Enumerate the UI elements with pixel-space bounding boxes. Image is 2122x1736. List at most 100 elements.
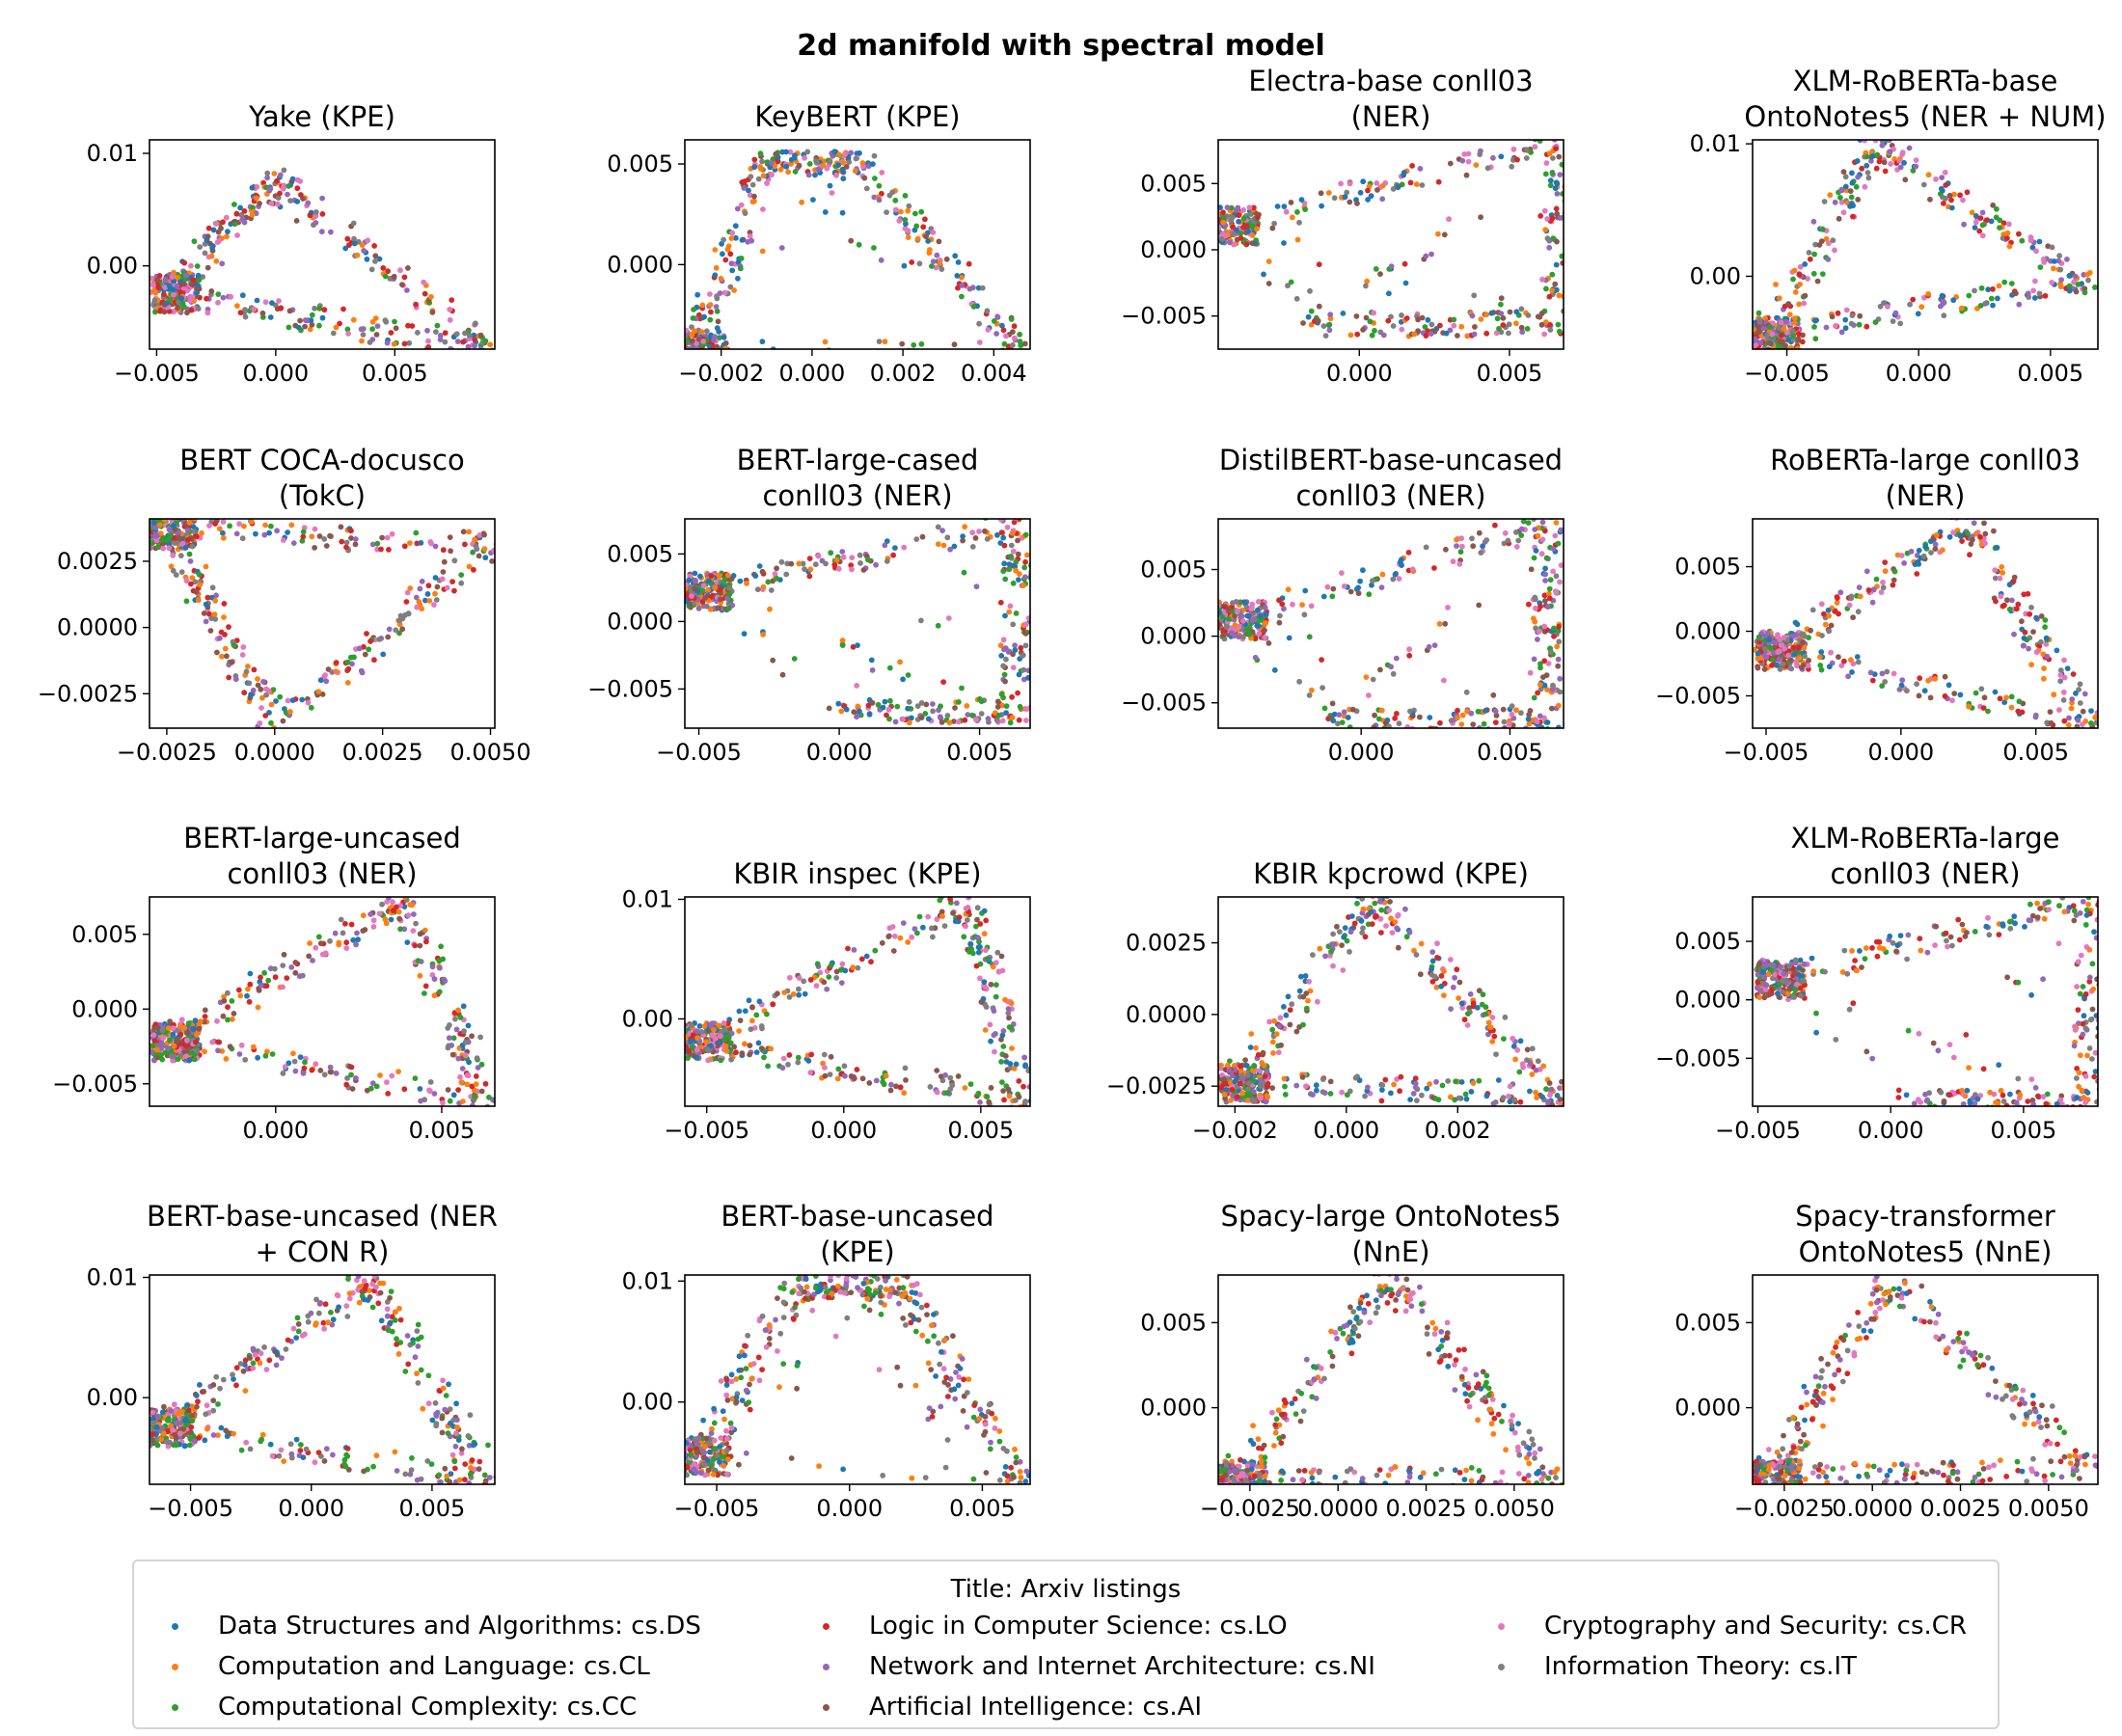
- scatter-point: [446, 1035, 452, 1042]
- scatter-point: [1377, 666, 1383, 673]
- scatter-point: [170, 567, 177, 574]
- scatter-point: [234, 232, 241, 238]
- scatter-point: [269, 300, 275, 306]
- scatter-point: [229, 659, 235, 665]
- scatter-point: [235, 987, 242, 993]
- scatter-point: [1298, 197, 1305, 203]
- scatter-point: [1544, 687, 1550, 692]
- scatter-point: [1377, 730, 1383, 736]
- scatter-point: [258, 974, 263, 981]
- scatter-point: [1019, 352, 1024, 358]
- scatter-point: [372, 258, 378, 264]
- scatter-point: [176, 534, 181, 541]
- scatter-point: [322, 672, 328, 678]
- scatter-point: [2015, 601, 2022, 608]
- scatter-point: [1240, 634, 1246, 640]
- scatter-point: [1022, 531, 1029, 538]
- scatter-point: [2021, 591, 2027, 598]
- scatter-point: [991, 318, 997, 324]
- scatter-point: [1022, 631, 1029, 637]
- scatter-point: [2008, 704, 2015, 711]
- scatter-point: [1002, 645, 1009, 651]
- scatter-point: [1406, 646, 1412, 653]
- scatter-point: [1805, 276, 1810, 282]
- scatter-point: [1566, 291, 1572, 297]
- scatter-point: [1807, 256, 1813, 262]
- scatter-point: [167, 527, 174, 533]
- scatter-point: [1544, 719, 1551, 725]
- scatter-point: [679, 344, 685, 350]
- scatter-point: [1896, 157, 1903, 164]
- scatter-point: [1218, 621, 1222, 628]
- scatter-point: [292, 1068, 299, 1074]
- scatter-point: [934, 252, 940, 258]
- scatter-point: [167, 297, 174, 303]
- scatter-point: [1218, 225, 1222, 231]
- scatter-point: [912, 210, 918, 217]
- scatter-point: [1821, 610, 1827, 617]
- scatter-point: [1849, 170, 1855, 176]
- scatter-point: [1006, 566, 1013, 572]
- scatter-point: [1473, 162, 1480, 169]
- scatter-point: [1498, 153, 1505, 160]
- scatter-point: [1801, 644, 1808, 651]
- scatter-point: [429, 963, 436, 970]
- scatter-point: [455, 1055, 462, 1062]
- scatter-point: [1442, 620, 1449, 627]
- scatter-point: [1823, 235, 1830, 242]
- scatter-point: [2085, 277, 2091, 284]
- scatter-point: [1541, 592, 1548, 599]
- scatter-point: [369, 337, 376, 342]
- scatter-point: [184, 1037, 190, 1044]
- scatter-point: [843, 164, 850, 170]
- scatter-point: [1543, 672, 1550, 678]
- scatter-point: [2011, 574, 2018, 581]
- scatter-point: [158, 537, 165, 543]
- scatter-point: [1755, 310, 1762, 316]
- scatter-point: [1546, 590, 1552, 597]
- scatter-point: [1385, 317, 1392, 324]
- scatter-point: [1017, 339, 1023, 344]
- scatter-point: [1235, 608, 1240, 614]
- scatter-point: [442, 330, 449, 337]
- scatter-point: [1785, 652, 1792, 659]
- scatter-point: [882, 542, 888, 549]
- scatter-point: [929, 263, 935, 269]
- scatter-point: [365, 237, 371, 244]
- scatter-point: [1568, 192, 1574, 198]
- scatter-point: [220, 519, 227, 525]
- scatter-point: [1541, 658, 1548, 665]
- scatter-point: [1556, 153, 1563, 160]
- scatter-point: [254, 297, 260, 304]
- scatter-point: [354, 930, 360, 936]
- scatter-point: [807, 1070, 814, 1075]
- scatter-point: [465, 343, 472, 349]
- scatter-point: [869, 699, 876, 706]
- scatter-point: [242, 1056, 249, 1063]
- scatter-point: [2077, 681, 2083, 688]
- scatter-point: [333, 324, 340, 331]
- scatter-point: [204, 295, 209, 302]
- scatter-point: [842, 150, 849, 157]
- scatter-point: [951, 719, 957, 724]
- scatter-point: [759, 568, 766, 575]
- scatter-point: [2066, 273, 2073, 279]
- scatter-point: [208, 253, 215, 259]
- y-tick-label: 0.005: [1674, 554, 1741, 581]
- scatter-point: [901, 262, 908, 269]
- scatter-point: [806, 556, 813, 561]
- scatter-point: [2042, 292, 2049, 299]
- axes-frame: [1752, 139, 2099, 350]
- scatter-point: [294, 185, 301, 192]
- scatter-point: [1222, 232, 1229, 239]
- scatter-point: [752, 573, 759, 579]
- scatter-point: [1988, 218, 1995, 225]
- scatter-point: [184, 508, 190, 514]
- scatter-point: [459, 1066, 466, 1071]
- scatter-point: [855, 642, 860, 648]
- scatter-point: [1010, 665, 1017, 670]
- scatter-point: [1262, 635, 1268, 641]
- scatter-point: [2064, 257, 2070, 262]
- x-tick-label: 0.005: [1477, 360, 1543, 387]
- scatter-point: [1788, 665, 1795, 672]
